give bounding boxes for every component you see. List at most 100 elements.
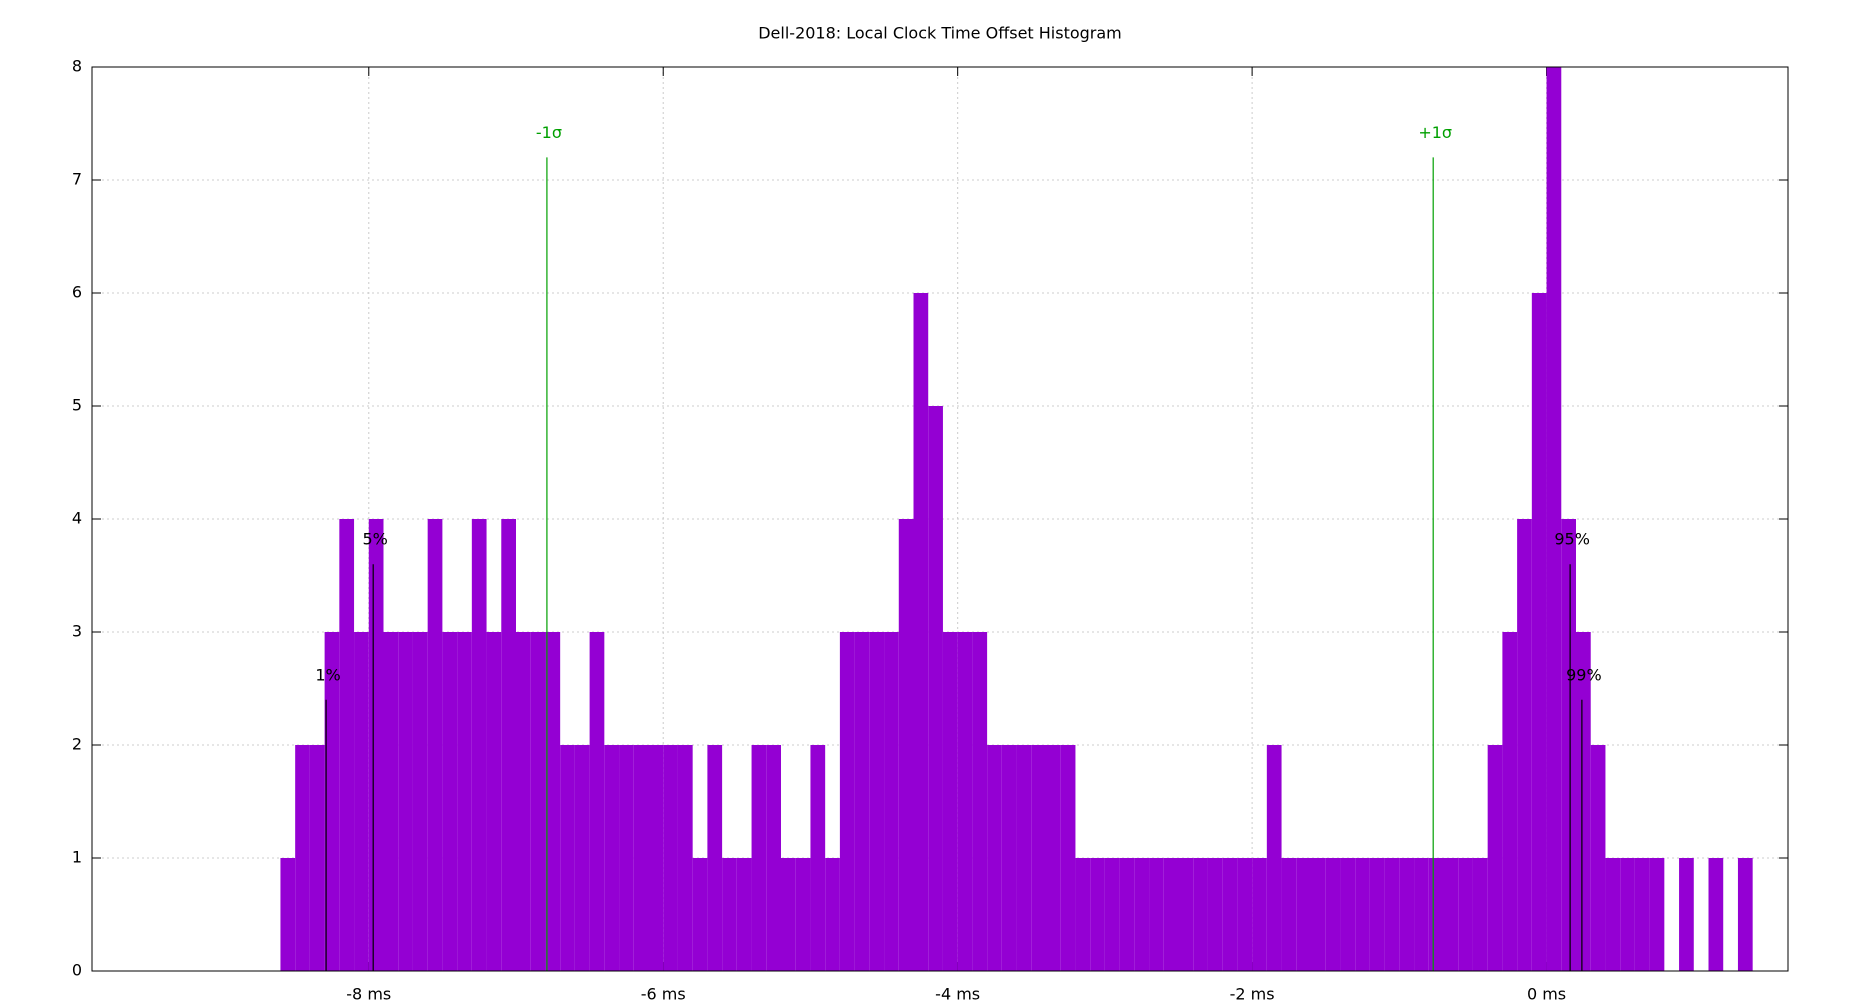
bar xyxy=(1340,858,1356,971)
y-tick-label: 2 xyxy=(72,735,82,754)
bar xyxy=(1443,858,1459,971)
bar xyxy=(1001,745,1017,971)
bar xyxy=(324,632,340,971)
bar xyxy=(516,632,531,971)
bar xyxy=(1634,858,1650,971)
bar xyxy=(354,632,369,971)
y-tick-label: 8 xyxy=(72,57,82,76)
bar xyxy=(839,632,855,971)
bar xyxy=(722,858,737,971)
bar xyxy=(766,745,781,971)
marker-label: 95% xyxy=(1554,530,1590,549)
bar xyxy=(707,745,723,971)
x-tick-label: -6 ms xyxy=(641,985,686,1000)
bar xyxy=(1399,858,1415,971)
bar xyxy=(412,632,428,971)
marker-label: 5% xyxy=(362,530,387,549)
y-tick-label: 6 xyxy=(72,283,82,302)
bar xyxy=(898,519,914,971)
bar xyxy=(1222,858,1238,971)
marker-label: -1σ xyxy=(536,123,562,142)
bar xyxy=(633,745,649,971)
bar xyxy=(339,519,355,971)
bar xyxy=(1649,858,1665,971)
y-tick-label: 4 xyxy=(72,509,82,528)
bar xyxy=(677,745,693,971)
bar xyxy=(795,858,811,971)
bar xyxy=(427,519,443,971)
x-tick-label: -4 ms xyxy=(935,985,980,1000)
bar xyxy=(1016,745,1032,971)
bar xyxy=(1119,858,1135,971)
y-tick-label: 0 xyxy=(72,961,82,980)
plot-frame xyxy=(91,66,1789,972)
bar xyxy=(1428,858,1444,971)
bar xyxy=(1237,858,1253,971)
bar xyxy=(383,632,399,971)
bar xyxy=(486,632,502,971)
bar xyxy=(987,745,1002,971)
bar xyxy=(1134,858,1150,971)
bar xyxy=(1355,858,1370,971)
marker-label: 99% xyxy=(1566,665,1602,684)
x-tick-label: -8 ms xyxy=(346,985,391,1000)
bar xyxy=(1075,858,1091,971)
bar xyxy=(280,858,296,971)
bar xyxy=(1149,858,1164,971)
bar xyxy=(1502,632,1518,971)
bar xyxy=(913,293,929,971)
bar xyxy=(1605,858,1621,971)
bar xyxy=(942,632,958,971)
bar xyxy=(1281,858,1297,971)
bar xyxy=(1046,745,1061,971)
bar xyxy=(1414,858,1429,971)
bar xyxy=(928,406,943,971)
bar xyxy=(589,632,605,971)
x-tick-label: -2 ms xyxy=(1230,985,1275,1000)
bar xyxy=(1090,858,1105,971)
bar xyxy=(869,632,885,971)
bar xyxy=(1252,858,1267,971)
bar xyxy=(1458,858,1473,971)
chart-title: Dell-2018: Local Clock Time Offset Histo… xyxy=(758,24,1122,43)
y-tick-label: 1 xyxy=(72,848,82,867)
bar xyxy=(692,858,708,971)
bar xyxy=(781,858,796,971)
bar xyxy=(1576,632,1591,971)
bar xyxy=(884,632,899,971)
bar xyxy=(972,632,988,971)
bar xyxy=(1472,858,1488,971)
bar xyxy=(295,745,310,971)
bar xyxy=(1266,745,1282,971)
bar xyxy=(457,632,472,971)
bar xyxy=(1384,858,1400,971)
bar xyxy=(825,858,840,971)
bar xyxy=(309,745,325,971)
bar xyxy=(1620,858,1635,971)
y-tick-label: 5 xyxy=(72,396,82,415)
bar xyxy=(1207,858,1223,971)
bar xyxy=(560,745,575,971)
x-tick-label: 0 ms xyxy=(1527,985,1566,1000)
bar xyxy=(1561,519,1576,971)
bar xyxy=(604,745,620,971)
bar xyxy=(957,632,973,971)
bar xyxy=(1590,745,1606,971)
bar xyxy=(442,632,458,971)
bar xyxy=(1060,745,1076,971)
bar xyxy=(1369,858,1385,971)
bar xyxy=(619,745,634,971)
bar xyxy=(1193,858,1208,971)
bar xyxy=(648,745,664,971)
bar xyxy=(1178,858,1194,971)
bar xyxy=(810,745,826,971)
bar xyxy=(501,519,516,971)
bar xyxy=(1325,858,1341,971)
bar xyxy=(1708,858,1724,971)
bar xyxy=(1296,858,1311,971)
y-tick-label: 7 xyxy=(72,170,82,189)
bar xyxy=(1679,858,1694,971)
bar xyxy=(1546,67,1562,971)
